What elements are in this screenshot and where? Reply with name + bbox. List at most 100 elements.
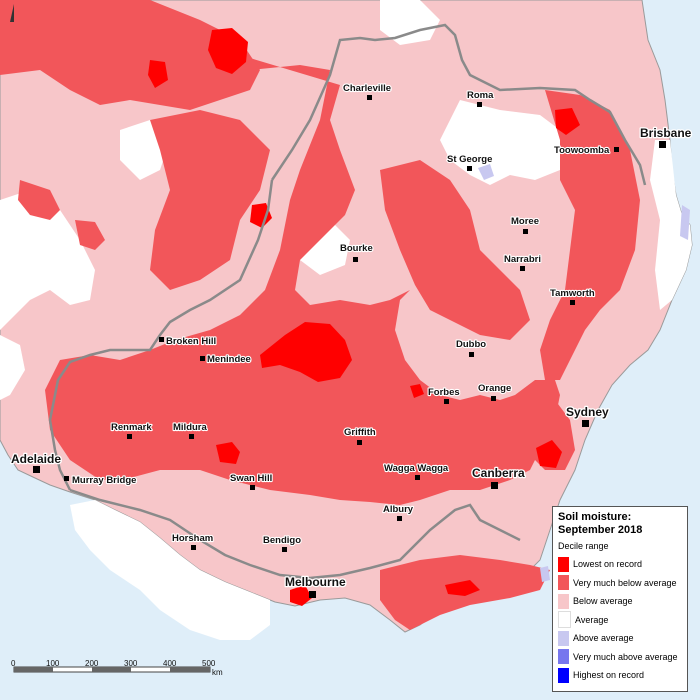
region-average-victoria [70, 500, 270, 640]
scale-bar-segment [170, 667, 210, 672]
region-above-average-vic [540, 566, 550, 582]
scale-tick-label: 500 [202, 659, 216, 668]
region-lowest-melbourne [290, 585, 312, 606]
region-lowest-east [555, 108, 580, 135]
legend-item: Lowest on record [558, 555, 682, 574]
city-marker [477, 102, 482, 107]
city-label: Charleville [343, 83, 391, 94]
city-marker [282, 547, 287, 552]
legend-rows: Lowest on record Very much below average B… [558, 555, 682, 685]
city-marker [570, 300, 575, 305]
city-marker [64, 476, 69, 481]
city-label: Griffith [344, 427, 376, 438]
city-marker [309, 591, 316, 598]
city-marker [127, 434, 132, 439]
region-lowest-forbes [410, 384, 424, 398]
city-marker [397, 516, 402, 521]
state-border-qld [270, 23, 647, 186]
scale-bar-segment [14, 667, 53, 672]
legend: Soil moisture: September 2018 Decile ran… [552, 506, 688, 692]
region-lowest-mildura [216, 442, 240, 464]
city-marker [469, 352, 474, 357]
city-marker [189, 434, 194, 439]
region-very-much-below-east [540, 90, 640, 380]
city-label: Sydney [566, 405, 609, 419]
city-marker [659, 141, 666, 148]
legend-swatch [558, 667, 569, 683]
city-label: Bendigo [263, 535, 301, 546]
state-border-sa-nsw [48, 179, 274, 491]
city-marker [33, 466, 40, 473]
city-label: Broken Hill [166, 336, 216, 347]
region-very-much-below-sa2 [75, 220, 105, 250]
legend-label: Below average [573, 596, 633, 607]
scale-tick-label: 300 [124, 659, 138, 668]
scale-bar-segment [92, 667, 131, 672]
city-marker [491, 396, 496, 401]
city-marker [520, 266, 525, 271]
city-label: Moree [511, 216, 539, 227]
legend-subtitle: Decile range [558, 541, 609, 551]
city-label: Orange [478, 383, 511, 394]
city-marker [582, 420, 589, 427]
region-above-average-coast [680, 205, 690, 240]
region-average-west [0, 190, 95, 330]
city-marker [491, 482, 498, 489]
region-average-sa [0, 335, 25, 400]
city-label: Renmark [111, 422, 152, 433]
city-marker [250, 485, 255, 490]
legend-title-line2: September 2018 [558, 524, 643, 536]
scale-unit-label: km [212, 668, 223, 677]
region-lowest-sydney [536, 440, 562, 468]
region-very-much-below-west [150, 110, 270, 290]
city-marker [444, 399, 449, 404]
scale-tick-label: 200 [85, 659, 99, 668]
legend-label: Lowest on record [573, 559, 643, 570]
city-marker [367, 95, 372, 100]
legend-item: Below average [558, 592, 682, 611]
legend-title-line1: Soil moisture: [558, 511, 632, 523]
city-label: Dubbo [456, 339, 486, 350]
city-marker [191, 545, 196, 550]
city-label: Tamworth [550, 288, 595, 299]
region-average-north [440, 100, 575, 185]
legend-swatch [558, 575, 569, 591]
city-label: Albury [383, 504, 414, 515]
scale-bar: 0 100 200 300 400 500 km [11, 659, 223, 677]
legend-label: Average [575, 614, 609, 625]
north-arrow-icon [10, 4, 14, 22]
region-average-north2 [380, 0, 440, 45]
city-label: Horsham [172, 533, 213, 544]
state-border-vic-nsw [69, 488, 521, 580]
city-marker [353, 257, 358, 262]
legend-title: Soil moisture: September 2018 [558, 511, 682, 537]
city-marker [467, 166, 472, 171]
region-lowest-north2 [148, 60, 168, 88]
city-label: Bourke [340, 243, 373, 254]
city-markers [33, 95, 666, 598]
legend-label: Above average [573, 633, 634, 644]
legend-swatch [558, 630, 569, 646]
legend-swatch [558, 611, 571, 629]
city-label: Roma [467, 90, 494, 101]
city-label: Brisbane [640, 126, 692, 140]
city-marker [523, 229, 528, 234]
scale-tick-label: 100 [46, 659, 60, 668]
legend-swatch [558, 556, 569, 572]
region-lowest-menindee [260, 322, 352, 382]
city-marker [357, 440, 362, 445]
city-label: Swan Hill [230, 473, 272, 484]
legend-item: Above average [558, 629, 682, 648]
city-labels: Charleville Roma Brisbane Toowoomba St G… [10, 82, 693, 590]
scale-tick-label: 400 [163, 659, 177, 668]
legend-item: Very much below average [558, 574, 682, 593]
region-very-much-below-northwest [0, 0, 260, 110]
region-lowest-north [208, 28, 248, 74]
city-label: Toowoomba [554, 145, 610, 156]
city-label: Menindee [207, 354, 251, 365]
city-label: Adelaide [11, 452, 61, 466]
city-label: Forbes [428, 387, 460, 398]
city-label: Wagga Wagga [384, 463, 449, 474]
